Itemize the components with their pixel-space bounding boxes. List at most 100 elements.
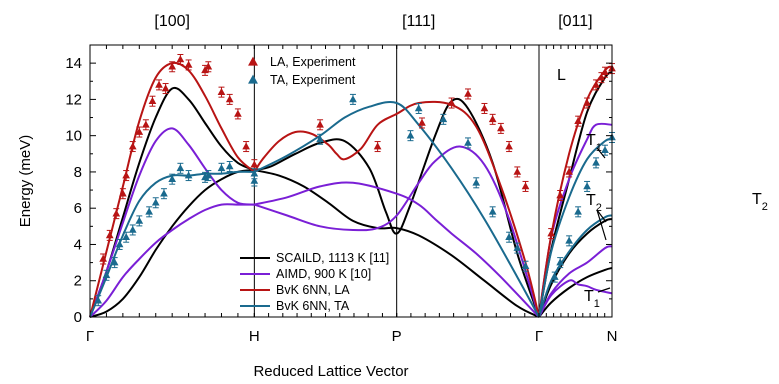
branch-label-T1-sub: 1 [596,142,602,154]
experiment-point-0-24 [447,98,456,106]
experiment-point-1-23 [439,115,448,123]
experiment-point-1-10 [168,174,177,182]
branch-label-T1-lower-main: T [584,288,594,305]
branch-label-T1: T1 [586,132,602,154]
experiment-point-1-18 [250,176,259,184]
experiment-point-1-31 [556,258,565,266]
series-line-0-branch-1 [89,169,255,318]
arrow-T1-lower [597,287,611,293]
series-line-1-branch-1 [89,203,255,318]
legend-marker [248,74,258,84]
experiment-point-0-13 [184,60,193,68]
experiment-point-1-16 [225,162,234,170]
experiment-point-0-10 [161,84,170,92]
branch-label-T2-outside-main: T [752,191,762,208]
series-line-0-branch-5 [538,218,613,318]
experiment-point-0-18 [234,109,242,117]
experiment-point-1-30 [550,272,559,280]
experiment-point-1-14 [204,171,213,179]
experiment-point-0-7 [142,120,150,128]
branch-label-T1-lower: T1 [584,288,600,310]
experiment-point-0-36 [583,98,591,106]
experiment-point-1-0 [94,296,103,304]
direction-label: [111] [402,13,435,30]
legend-label: TA, Experiment [270,73,356,87]
y-tick-label: 12 [65,91,82,108]
branch-label-T1-lower-sub: 1 [594,298,600,310]
arrow-T2-b [596,209,607,223]
experiment-point-1-9 [160,189,168,197]
experiment-point-1-5 [128,225,137,233]
legend-label: LA, Experiment [270,55,356,69]
legend-label: BvK 6NN, LA [276,283,350,297]
experiment-point-0-16 [217,87,226,95]
experiment-point-1-25 [472,178,481,186]
experiment-point-1-7 [145,207,154,215]
experiment-point-1-29 [521,262,530,270]
legend-label: SCAILD, 1113 K [11] [276,251,389,265]
experiment-point-1-8 [151,198,160,206]
y-tick-label: 6 [74,200,82,217]
experiment-point-1-3 [115,240,124,248]
experiment-point-0-29 [505,142,513,150]
experiment-point-1-33 [574,207,582,215]
experiment-point-1-6 [135,216,144,224]
y-axis-title: Energy (meV) [17,135,34,228]
experiment-point-1-26 [488,207,497,215]
x-tick-label: Γ [535,328,543,345]
branch-label-T1-main: T [586,132,596,149]
series-line-3-branch-3 [538,214,613,318]
experiment-point-0-2 [112,209,121,217]
experiment-point-1-13 [201,173,209,181]
y-tick-label: 4 [74,236,82,253]
series-line-1-branch-0 [89,127,255,318]
branch-label-T2: T2 [586,192,602,214]
experiment-point-1-11 [176,164,185,172]
experiment-point-0-11 [168,62,177,70]
experiment-point-1-1 [102,271,111,279]
series-line-1-branch-2 [254,181,540,318]
experiment-point-1-36 [601,145,609,153]
experiment-point-0-28 [497,124,505,132]
experiment-point-1-28 [513,243,522,251]
experiment-point-0-39 [601,68,609,75]
y-tick-label: 10 [65,128,82,145]
y-tick-label: 2 [74,273,82,290]
experiment-point-0-3 [119,189,127,197]
experiment-point-0-15 [204,62,213,70]
branch-label-T2-outside-sub: 2 [762,201,768,213]
x-axis-title: Reduced Lattice Vector [253,363,408,380]
experiment-point-0-35 [574,116,582,124]
branch-arrows [596,147,611,293]
experiment-point-1-27 [505,233,513,241]
series-line-0-branch-6 [538,267,613,318]
arrow-T2-a [596,209,607,241]
experiment-point-0-23 [418,118,426,126]
legend-experiment: LA, Experiment TA, Experiment [248,55,356,87]
direction-label: [100] [154,13,190,30]
legend-label: AIMD, 900 K [10] [276,267,371,281]
experiment-point-0-12 [176,55,185,63]
series-line-3-branch-1 [253,100,540,318]
arrow-T1 [596,147,606,159]
x-tick-label: H [249,328,260,345]
experiment-point-1-24 [464,138,472,146]
experiment-point-0-32 [547,229,556,237]
experiment-point-0-26 [480,104,489,112]
experiment-point-1-22 [414,104,423,112]
series-line-3-branch-2 [538,138,613,318]
experiment-point-0-21 [316,120,324,128]
experiment-point-1-2 [110,258,119,266]
series-line-1-branch-6 [538,279,613,318]
experiment-point-0-25 [464,89,472,97]
legend-marker [248,56,258,66]
experiment-point-0-30 [513,167,522,175]
series-line-0-branch-4 [538,71,613,318]
series-line-1-branch-3 [253,145,540,318]
plot-frame [89,44,613,318]
dispersion-curves [89,61,613,318]
y-tick-label: 0 [74,309,82,326]
series-line-2-branch-1 [253,100,540,318]
y-tick-label: 14 [65,55,82,72]
